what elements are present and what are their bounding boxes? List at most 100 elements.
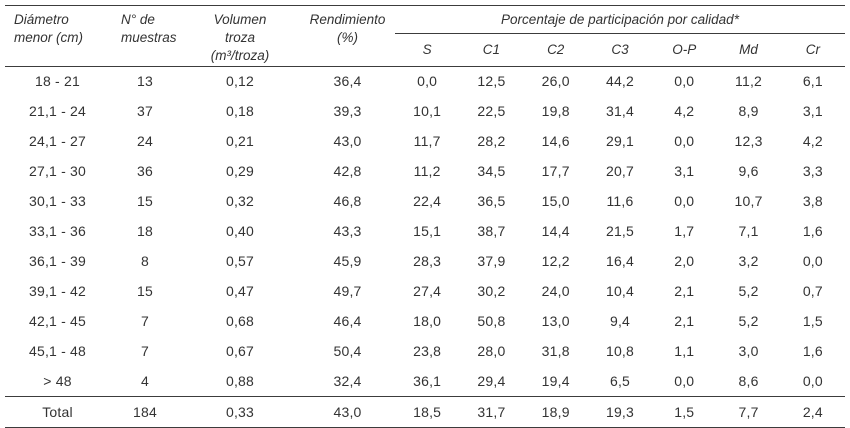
table-row: 21,1 - 24 37 0,18 39,3 10,1 22,5 19,8 31,4 4,2 8,… bbox=[5, 96, 845, 126]
cell-diametro: 18 - 21 bbox=[35, 73, 80, 90]
cell-diametro: 27,1 - 30 bbox=[28, 163, 87, 180]
total-cell-o-p: 1,5 bbox=[652, 395, 717, 428]
total-cell-c3: 19,3 bbox=[587, 395, 653, 428]
cell-rendimiento: 46,8 bbox=[333, 193, 362, 210]
cell-rendimiento: 46,4 bbox=[333, 313, 362, 330]
cell-c3: 6,5 bbox=[609, 372, 631, 389]
cell-md: 3,0 bbox=[738, 343, 759, 360]
total-cell-md: 7,7 bbox=[716, 395, 781, 428]
quality-col-header-op: O-P bbox=[652, 33, 717, 67]
cell-muestras: 13 bbox=[137, 73, 153, 90]
cell-o-p: 3,1 bbox=[674, 163, 695, 180]
cell-muestras: 8 bbox=[141, 253, 149, 270]
cell-rendimiento: 49,7 bbox=[333, 283, 362, 300]
cell-c2: 12,2 bbox=[541, 253, 570, 270]
cell-o-p: 1,1 bbox=[674, 343, 695, 360]
cell-c1: 29,4 bbox=[477, 372, 506, 389]
cell-diametro: 39,1 - 42 bbox=[28, 283, 87, 300]
cell-diametro: 21,1 - 24 bbox=[28, 103, 87, 120]
total-cell-muestras: 184 bbox=[110, 395, 180, 428]
cell-rendimiento: 32,4 bbox=[333, 372, 362, 389]
cell-muestras: 7 bbox=[141, 313, 149, 330]
cell-volumen: 0,47 bbox=[225, 283, 255, 300]
cell-o-p: 0,0 bbox=[674, 193, 695, 210]
cell-md: 8,9 bbox=[738, 103, 759, 120]
cell-s: 23,8 bbox=[413, 343, 442, 360]
cell-s: 11,2 bbox=[413, 163, 441, 180]
cell-cr: 6,1 bbox=[802, 73, 823, 90]
cell-c2: 24,0 bbox=[541, 283, 570, 300]
cell-o-p: 1,7 bbox=[674, 223, 695, 240]
cell-o-p: 2,1 bbox=[674, 313, 695, 330]
quality-col-header-s: S bbox=[395, 33, 460, 67]
cell-volumen: 0,29 bbox=[225, 163, 255, 180]
total-row: Total 184 0,33 43,0 18,5 31,7 18,9 19,3 1,5 7,7 2,… bbox=[5, 395, 845, 428]
cell-c3: 44,2 bbox=[605, 73, 635, 90]
cell-c3: 29,1 bbox=[605, 133, 635, 150]
cell-s: 28,3 bbox=[413, 253, 442, 270]
cell-c2: 14,6 bbox=[541, 133, 570, 150]
cell-volumen: 0,67 bbox=[225, 343, 255, 360]
cell-s: 0,0 bbox=[417, 73, 438, 90]
quality-col-header-c2: C2 bbox=[523, 33, 588, 67]
cell-o-p: 2,1 bbox=[674, 283, 695, 300]
cell-c1: 50,8 bbox=[477, 313, 506, 330]
cell-c1: 28,0 bbox=[477, 343, 506, 360]
cell-md: 10,7 bbox=[734, 193, 763, 210]
table-row: 30,1 - 33 15 0,32 46,8 22,4 36,5 15,0 11,6 0,0 10… bbox=[5, 186, 845, 216]
cell-c1: 28,2 bbox=[477, 133, 506, 150]
cell-volumen: 0,21 bbox=[225, 133, 255, 150]
table-row: 33,1 - 36 18 0,40 43,3 15,1 38,7 14,4 21,5 1,7 7,… bbox=[5, 216, 845, 246]
cell-md: 8,6 bbox=[738, 372, 759, 389]
cell-c3: 10,4 bbox=[605, 283, 635, 300]
cell-md: 12,3 bbox=[734, 133, 763, 150]
total-cell-cr: 2,4 bbox=[780, 395, 845, 428]
cell-muestras: 7 bbox=[141, 343, 149, 360]
cell-volumen: 0,88 bbox=[225, 372, 255, 389]
cell-c2: 14,4 bbox=[541, 223, 570, 240]
cell-muestras: 4 bbox=[141, 372, 149, 389]
quality-col-header-cr: Cr bbox=[780, 33, 845, 67]
cell-c1: 38,7 bbox=[477, 223, 506, 240]
cell-cr: 0,0 bbox=[802, 372, 823, 389]
log-quality-table: Diámetro menor (cm) N° de muestras Volum… bbox=[5, 5, 845, 428]
cell-diametro: 42,1 - 45 bbox=[28, 313, 87, 330]
table-row: 39,1 - 42 15 0,47 49,7 27,4 30,2 24,0 10,4 2,1 5,… bbox=[5, 276, 845, 306]
cell-md: 7,1 bbox=[738, 223, 759, 240]
cell-s: 10,1 bbox=[413, 103, 442, 120]
cell-md: 9,6 bbox=[738, 163, 759, 180]
cell-diametro: 30,1 - 33 bbox=[28, 193, 87, 210]
table-row: 45,1 - 48 7 0,67 50,4 23,8 28,0 31,8 10,8 1,1 3,0… bbox=[5, 336, 845, 366]
quality-col-header-c1: C1 bbox=[459, 33, 524, 67]
cell-muestras: 24 bbox=[137, 133, 153, 150]
cell-diametro: 36,1 - 39 bbox=[28, 253, 87, 270]
table-header: Diámetro menor (cm) N° de muestras Volum… bbox=[5, 5, 845, 67]
cell-o-p: 2,0 bbox=[674, 253, 695, 270]
cell-diametro: 24,1 - 27 bbox=[28, 133, 87, 150]
cell-volumen: 0,68 bbox=[225, 313, 255, 330]
cell-rendimiento: 50,4 bbox=[333, 343, 362, 360]
total-cell-volumen: 0,33 bbox=[180, 395, 300, 428]
cell-cr: 1,6 bbox=[802, 223, 823, 240]
cell-rendimiento: 45,9 bbox=[333, 253, 362, 270]
cell-rendimiento: 36,4 bbox=[333, 73, 362, 90]
cell-volumen: 0,18 bbox=[225, 103, 255, 120]
total-cell-s: 18,5 bbox=[395, 395, 460, 428]
total-cell-diametro: Total bbox=[5, 395, 110, 428]
table-row: 27,1 - 30 36 0,29 42,8 11,2 34,5 17,7 20,7 3,1 9,… bbox=[5, 156, 845, 186]
cell-volumen: 0,40 bbox=[225, 223, 255, 240]
cell-s: 18,0 bbox=[413, 313, 442, 330]
table-row: 18 - 21 13 0,12 36,4 0,0 12,5 26,0 44,2 0,0 11,2 6… bbox=[5, 66, 845, 96]
cell-muestras: 36 bbox=[137, 163, 153, 180]
cell-md: 5,2 bbox=[738, 283, 759, 300]
col-header-volumen-troza: Volumen troza (m³/troza) bbox=[180, 5, 300, 67]
cell-cr: 1,5 bbox=[802, 313, 823, 330]
col-header-n-muestras: N° de muestras bbox=[110, 5, 180, 67]
cell-c2: 17,7 bbox=[541, 163, 570, 180]
cell-o-p: 0,0 bbox=[674, 73, 695, 90]
table-row: 42,1 - 45 7 0,68 46,4 18,0 50,8 13,0 9,4 2,1 5,2 1… bbox=[5, 306, 845, 336]
cell-muestras: 37 bbox=[137, 103, 153, 120]
cell-s: 22,4 bbox=[413, 193, 442, 210]
cell-c3: 10,8 bbox=[605, 343, 635, 360]
table-row: 24,1 - 27 24 0,21 43,0 11,7 28,2 14,6 29,1 0,0 12… bbox=[5, 126, 845, 156]
